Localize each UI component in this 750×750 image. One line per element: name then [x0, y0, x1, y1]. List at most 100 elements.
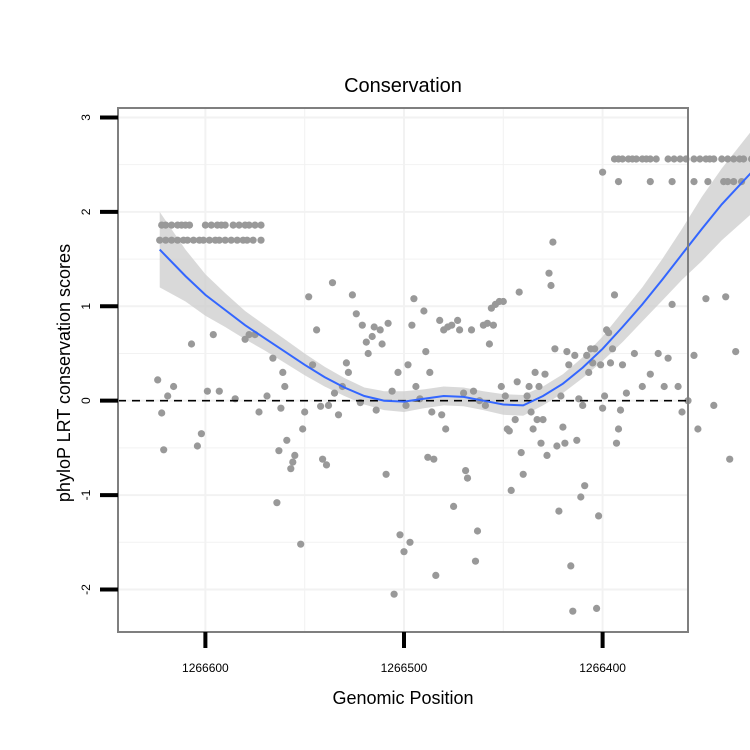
data-point: [710, 401, 718, 409]
data-point: [646, 370, 654, 378]
data-point: [535, 382, 543, 391]
data-point: [608, 345, 617, 353]
data-point: [732, 348, 740, 356]
data-point: [388, 387, 396, 395]
data-point: [529, 425, 537, 433]
data-point: [553, 442, 561, 450]
data-point: [348, 291, 356, 299]
data-point: [462, 467, 470, 475]
data-point: [162, 221, 170, 229]
x-axis: 1266600 1266500 1266400: [182, 632, 626, 675]
data-point: [456, 326, 464, 334]
data-point: [704, 178, 712, 186]
data-point: [601, 392, 609, 400]
data-point: [505, 427, 513, 435]
data-points-layer: [154, 155, 750, 615]
data-point: [334, 411, 343, 419]
data-point: [424, 453, 432, 461]
data-point: [352, 310, 360, 318]
data-point: [255, 408, 263, 416]
data-point: [324, 401, 333, 409]
data-point: [467, 326, 476, 334]
data-point: [400, 548, 408, 556]
data-point: [344, 368, 352, 376]
data-point: [460, 389, 468, 397]
data-point: [201, 221, 209, 229]
data-point: [257, 221, 265, 229]
x-tick-label: 1266400: [579, 661, 626, 675]
data-point: [291, 451, 299, 459]
data-point: [183, 236, 192, 244]
data-point: [515, 288, 523, 296]
data-point: [573, 436, 581, 444]
data-point: [394, 368, 402, 376]
smooth-fit-line: [158, 172, 750, 407]
data-point: [263, 392, 271, 400]
data-point: [235, 221, 243, 229]
data-point: [563, 348, 571, 356]
data-point: [426, 368, 434, 376]
data-point: [406, 538, 414, 546]
data-point: [243, 236, 251, 244]
data-point: [156, 236, 164, 244]
data-point: [287, 465, 295, 473]
data-point: [597, 361, 605, 369]
data-point: [676, 155, 684, 163]
data-point: [215, 387, 223, 395]
data-point: [559, 423, 567, 431]
data-point: [257, 236, 265, 244]
data-point: [654, 349, 662, 358]
y-tick-label: -1: [79, 489, 93, 500]
data-point: [555, 507, 563, 515]
data-point: [616, 406, 625, 414]
data-point: [227, 236, 235, 244]
data-point: [593, 604, 601, 613]
data-point: [533, 416, 541, 424]
data-point: [511, 416, 519, 424]
data-point: [251, 221, 259, 229]
data-point: [281, 382, 289, 391]
data-point: [215, 236, 223, 244]
data-point: [438, 411, 446, 419]
data-point: [612, 439, 621, 447]
data-point: [561, 439, 569, 447]
data-point: [527, 408, 535, 416]
smooth-line-layer: [158, 172, 750, 407]
data-point: [525, 382, 533, 391]
data-point: [154, 376, 162, 384]
data-point: [364, 349, 372, 358]
data-point: [606, 359, 615, 367]
data-point: [309, 361, 317, 369]
data-point: [313, 326, 321, 334]
data-point: [632, 155, 641, 163]
data-point: [517, 449, 525, 457]
data-point: [299, 425, 307, 433]
data-point: [382, 470, 390, 478]
data-point: [301, 408, 309, 416]
x-axis-title: Genomic Position: [332, 688, 473, 708]
data-point: [207, 221, 215, 229]
data-point: [690, 178, 698, 186]
data-point: [450, 502, 458, 510]
data-point: [229, 221, 237, 229]
data-point: [221, 236, 229, 244]
data-point: [289, 458, 297, 466]
data-point: [567, 562, 575, 570]
data-point: [668, 300, 676, 308]
data-point: [690, 351, 698, 359]
data-point: [428, 408, 436, 416]
data-point: [599, 168, 607, 176]
data-point: [702, 295, 710, 303]
data-point: [618, 361, 627, 369]
data-point: [390, 590, 398, 598]
data-point: [583, 351, 591, 359]
data-point: [605, 329, 613, 337]
y-tick-label: -2: [79, 584, 93, 595]
data-point: [317, 402, 325, 410]
x-tick-label: 1266500: [381, 661, 428, 675]
data-point: [638, 382, 646, 391]
data-point: [442, 425, 450, 433]
chart-title: Conservation: [344, 75, 462, 97]
data-point: [273, 499, 281, 507]
